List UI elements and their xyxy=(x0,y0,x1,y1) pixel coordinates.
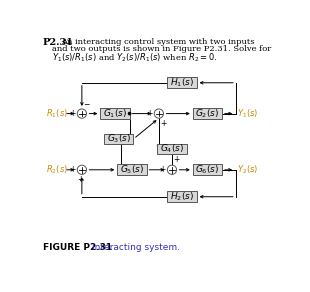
FancyBboxPatch shape xyxy=(193,108,222,119)
Text: $-$: $-$ xyxy=(83,98,91,107)
Circle shape xyxy=(167,165,177,174)
Text: $G_1(s)$: $G_1(s)$ xyxy=(103,107,127,120)
Text: P2.31: P2.31 xyxy=(42,38,73,47)
Text: $G_3(s)$: $G_3(s)$ xyxy=(107,133,131,145)
Text: $G_2(s)$: $G_2(s)$ xyxy=(195,107,219,120)
Text: Interacting system.: Interacting system. xyxy=(92,243,180,252)
Text: +: + xyxy=(174,155,180,164)
Text: +: + xyxy=(146,109,153,118)
Circle shape xyxy=(77,109,86,118)
Text: +: + xyxy=(160,119,167,128)
Text: +: + xyxy=(159,165,166,174)
FancyBboxPatch shape xyxy=(117,164,147,175)
FancyBboxPatch shape xyxy=(100,108,130,119)
Circle shape xyxy=(77,165,86,174)
Text: $G_4(s)$: $G_4(s)$ xyxy=(160,143,184,155)
FancyBboxPatch shape xyxy=(193,164,222,175)
Text: $H_2(s)$: $H_2(s)$ xyxy=(170,190,194,203)
Text: +: + xyxy=(77,175,83,184)
Text: $R_1(s)$: $R_1(s)$ xyxy=(46,107,68,120)
FancyBboxPatch shape xyxy=(104,134,134,144)
Text: $G_5(s)$: $G_5(s)$ xyxy=(120,164,144,176)
Text: $H_1(s)$: $H_1(s)$ xyxy=(170,77,194,89)
FancyBboxPatch shape xyxy=(167,77,197,88)
Text: $Y_1(s)$: $Y_1(s)$ xyxy=(237,107,259,120)
Text: $R_2(s)$: $R_2(s)$ xyxy=(46,164,68,176)
Circle shape xyxy=(154,109,163,118)
Text: +: + xyxy=(69,109,76,118)
Text: $Y_1(s)/R_1(s)$ and $Y_2(s)/R_1(s)$ when $R_2 = 0$.: $Y_1(s)/R_1(s)$ and $Y_2(s)/R_1(s)$ when… xyxy=(52,52,217,65)
FancyBboxPatch shape xyxy=(157,144,187,154)
Text: FIGURE P2.31: FIGURE P2.31 xyxy=(42,243,112,252)
Text: +: + xyxy=(69,165,76,174)
Circle shape xyxy=(128,112,131,115)
Text: $Y_2(s)$: $Y_2(s)$ xyxy=(237,164,259,176)
Text: and two outputs is shown in Figure P2.31. Solve for: and two outputs is shown in Figure P2.31… xyxy=(52,45,271,53)
FancyBboxPatch shape xyxy=(167,191,197,202)
Text: $G_6(s)$: $G_6(s)$ xyxy=(195,164,219,176)
Text: An interacting control system with two inputs: An interacting control system with two i… xyxy=(61,38,255,46)
